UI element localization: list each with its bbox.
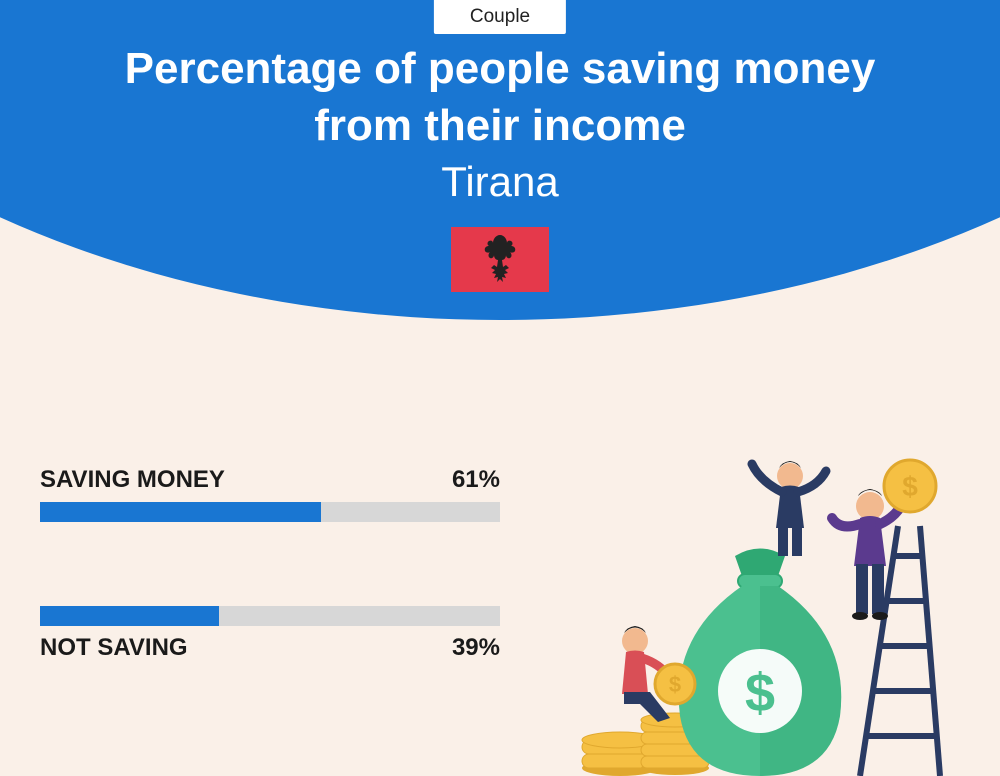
svg-text:$: $	[669, 672, 681, 697]
bar-saving: SAVING MONEY 61%	[40, 466, 500, 522]
bar-saving-track	[40, 502, 500, 522]
person-top-icon	[752, 461, 826, 556]
title-block: Percentage of people saving money from t…	[0, 40, 1000, 206]
flag-albania	[451, 227, 549, 292]
savings-illustration: $ $ $	[560, 436, 980, 776]
bar-notsaving-value: 39%	[452, 634, 500, 662]
bar-notsaving-label: NOT SAVING	[40, 634, 188, 662]
tab-label: Couple	[434, 0, 566, 34]
svg-text:$: $	[902, 471, 918, 502]
svg-text:$: $	[745, 663, 775, 723]
title-line2: from their income	[0, 97, 1000, 154]
title-line1: Percentage of people saving money	[0, 40, 1000, 97]
bar-notsaving-fill	[40, 606, 219, 626]
bar-saving-fill	[40, 502, 321, 522]
city-name: Tirana	[0, 158, 1000, 206]
bar-saving-label: SAVING MONEY	[40, 466, 225, 494]
bar-notsaving-track	[40, 606, 500, 626]
bars-block: SAVING MONEY 61% NOT SAVING 39%	[40, 466, 500, 746]
bar-saving-value: 61%	[452, 466, 500, 494]
bar-notsaving: NOT SAVING 39%	[40, 606, 500, 662]
money-bag-icon: $	[679, 549, 841, 776]
